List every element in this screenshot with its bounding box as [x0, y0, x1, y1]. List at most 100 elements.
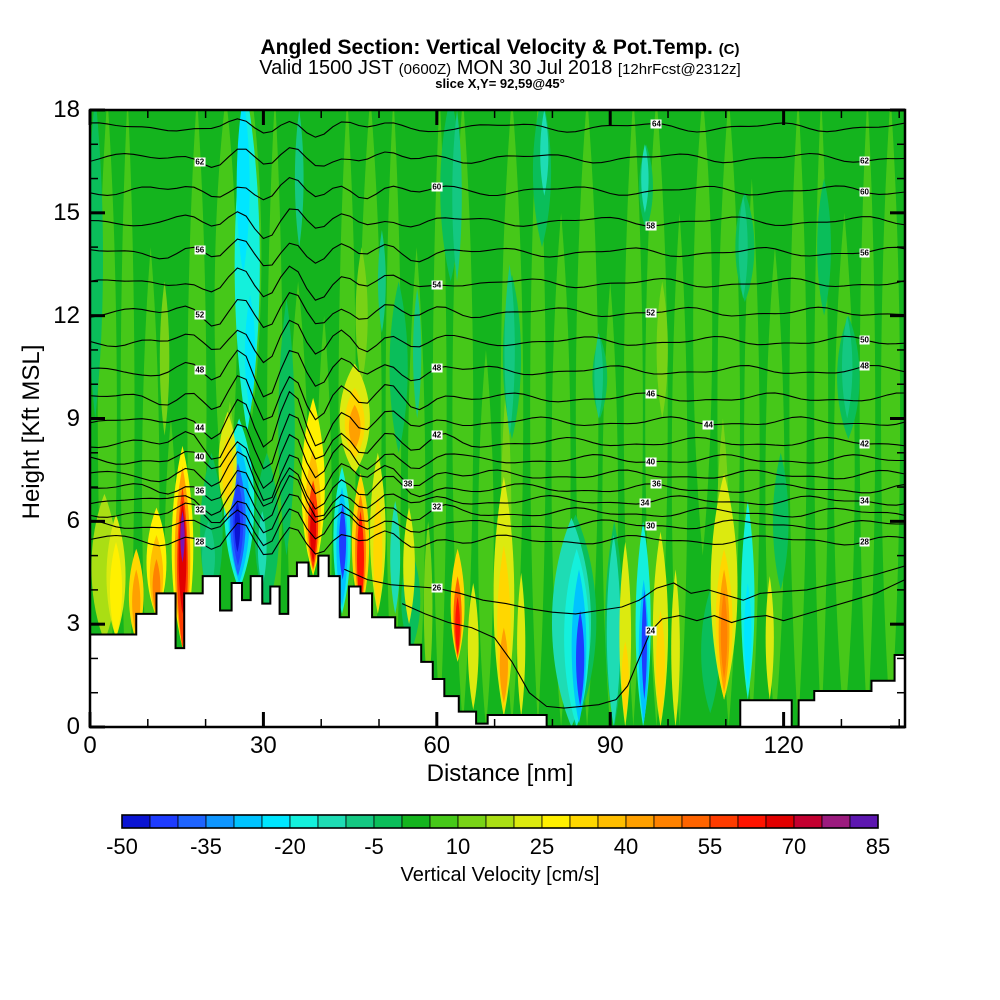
velocity-band — [180, 511, 185, 563]
pot-temp-contour — [90, 493, 905, 534]
contour-label: 42 — [859, 439, 870, 449]
velocity-band — [389, 281, 408, 453]
contour-label: 28 — [194, 537, 206, 547]
colorbar-segment — [709, 814, 739, 829]
velocity-band — [594, 332, 603, 419]
pot-temp-contour — [90, 433, 905, 490]
colorbar-segment — [485, 814, 515, 829]
plot-frame — [88, 108, 907, 729]
contour-label: 32 — [431, 502, 443, 512]
velocity-band — [744, 583, 752, 686]
velocity-band — [423, 521, 433, 693]
contour-label: 28 — [859, 537, 870, 547]
pot-temp-contour — [90, 467, 905, 510]
contour-label: 36 — [651, 479, 662, 489]
pot-temp-contour — [90, 265, 905, 301]
colorbar-segment — [233, 814, 263, 829]
velocity-band — [455, 596, 461, 656]
contour-label: 44 — [703, 420, 714, 430]
colorbar-tick-label: 40 — [613, 834, 639, 859]
velocity-band — [606, 535, 621, 727]
page-title: Angled Section: Vertical Velocity & Pot.… — [0, 36, 1000, 60]
contour-label: 62 — [194, 157, 206, 167]
velocity-band — [530, 110, 546, 727]
valid-time-line: Valid 1500 JST (0600Z) MON 30 Jul 2018 [… — [0, 57, 1000, 80]
contour-label: 32 — [194, 505, 206, 515]
colorbar-segment — [205, 814, 235, 829]
pot-temp-contour — [90, 450, 905, 502]
colorbar-segment — [653, 814, 683, 829]
pot-temp-contour — [344, 565, 905, 615]
velocity-band — [499, 627, 508, 704]
velocity-band — [234, 500, 241, 553]
colorbar-tick-label: -20 — [274, 834, 306, 859]
x-tick-label: 0 — [83, 732, 97, 759]
velocity-band — [817, 178, 832, 316]
pot-temp-contour — [90, 238, 905, 267]
pot-temp-contour — [90, 292, 905, 329]
velocity-band — [621, 641, 629, 717]
colorbar-tick-label: 70 — [781, 834, 807, 859]
contour-label: 64 — [651, 119, 662, 129]
pot-temp-contour — [401, 579, 905, 709]
velocity-band — [236, 110, 250, 275]
contour-label: 30 — [645, 521, 657, 531]
colorbar — [121, 814, 879, 829]
x-tick-label: 90 — [596, 732, 624, 759]
colorbar-tick-label: 10 — [445, 834, 471, 859]
velocity-band — [841, 315, 853, 419]
colorbar-tick-label: 85 — [865, 834, 891, 859]
contour-label: 34 — [859, 496, 870, 506]
contour-label: 48 — [859, 361, 870, 371]
contour-label: 62 — [859, 156, 870, 166]
contour-label: 52 — [645, 308, 657, 318]
contour-label: 56 — [859, 248, 870, 258]
pot-temp-contour — [90, 349, 905, 398]
terrain-silhouette — [90, 554, 905, 727]
velocity-band — [355, 247, 368, 385]
velocity-band — [789, 110, 807, 727]
forecast-tag: [12hrFcst@2312z] — [617, 61, 741, 78]
colorbar-tick-label: -5 — [364, 834, 384, 859]
contour-label: 50 — [859, 335, 870, 345]
colorbar-segment — [625, 814, 655, 829]
colorbar-segment — [317, 814, 347, 829]
y-tick-label: 15 — [53, 198, 80, 226]
colorbar-segment — [373, 814, 403, 829]
colorbar-segment — [541, 814, 571, 829]
pot-temp-contour — [90, 390, 905, 448]
pot-temp-contour — [90, 118, 905, 138]
velocity-band — [576, 610, 585, 707]
colorbar-segment — [681, 814, 711, 829]
colorbar-title: Vertical Velocity [cm/s] — [400, 864, 600, 886]
colorbar-segment — [457, 814, 487, 829]
velocity-band — [109, 541, 123, 638]
y-tick-label: 18 — [53, 96, 80, 123]
velocity-band — [90, 110, 104, 419]
x-tick-label: 120 — [763, 732, 804, 759]
contour-label: 38 — [402, 479, 414, 489]
contour-label: 26 — [431, 583, 443, 593]
contour-label: 60 — [859, 187, 870, 197]
contour-label: 56 — [194, 245, 206, 255]
pot-temp-contour — [90, 208, 905, 240]
velocity-band — [738, 195, 748, 299]
x-tick-label: 60 — [423, 732, 451, 759]
colorbar-segment — [401, 814, 431, 829]
y-tick-label: 0 — [66, 713, 80, 740]
velocity-band — [348, 404, 361, 450]
velocity-band — [540, 110, 549, 196]
velocity-band — [278, 298, 295, 556]
title-units: (C) — [718, 41, 740, 58]
contour-label: 36 — [194, 486, 206, 496]
contour-label: 54 — [431, 280, 443, 290]
velocity-band — [859, 110, 876, 727]
y-tick-label: 12 — [53, 301, 80, 329]
x-tick-label: 30 — [250, 732, 277, 759]
y-tick-label: 3 — [66, 610, 80, 638]
velocity-band — [357, 511, 364, 608]
contour-label: 40 — [645, 457, 657, 467]
velocity-band — [641, 144, 649, 213]
